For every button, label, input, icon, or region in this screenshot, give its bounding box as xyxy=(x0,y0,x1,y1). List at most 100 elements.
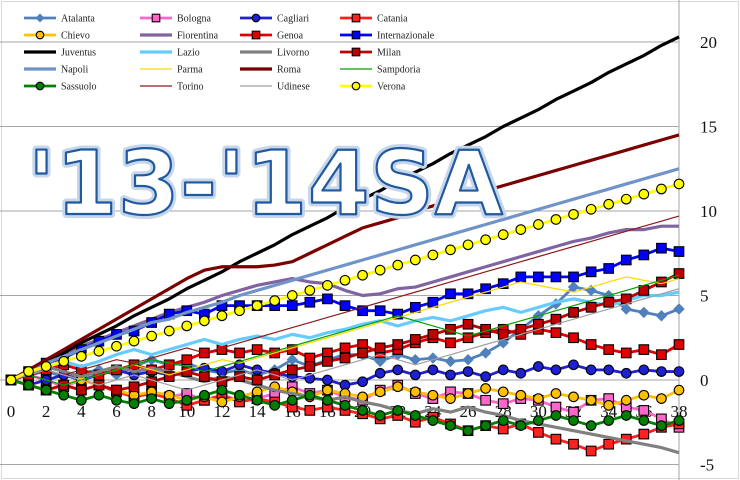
data-point-internazionale xyxy=(304,296,316,308)
data-point-sassuolo xyxy=(568,415,579,426)
data-point-verona xyxy=(550,214,562,225)
data-point-cagliari xyxy=(497,364,509,376)
x-tick-label: 6 xyxy=(112,402,121,421)
data-point-genoa xyxy=(585,339,597,350)
data-point-milan xyxy=(146,376,157,388)
data-point-sassuolo xyxy=(638,415,650,426)
data-point-chievo xyxy=(427,389,439,401)
data-point-milan xyxy=(339,352,351,364)
data-point-sassuolo xyxy=(93,389,105,401)
data-point-verona xyxy=(322,280,333,291)
y-tick-label: 10 xyxy=(700,202,717,221)
data-point-cagliari xyxy=(515,367,527,379)
x-tick-label: 30 xyxy=(530,402,547,421)
data-point-sassuolo xyxy=(234,389,245,401)
data-point-milan xyxy=(656,276,667,288)
data-point-cagliari xyxy=(445,369,456,381)
data-point-sassuolo xyxy=(269,400,281,411)
data-point-internazionale xyxy=(374,305,386,317)
data-point-verona xyxy=(75,350,87,362)
x-tick-label: 14 xyxy=(249,402,267,421)
data-point-genoa xyxy=(462,332,474,344)
data-point-chievo xyxy=(515,389,527,401)
legend-label: Catania xyxy=(377,14,408,25)
data-point-verona xyxy=(533,219,544,230)
data-point-atalanta xyxy=(673,303,685,315)
data-point-sassuolo xyxy=(216,384,228,396)
data-point-verona xyxy=(603,198,615,210)
data-point-genoa xyxy=(656,349,667,361)
data-point-chievo xyxy=(497,386,509,398)
legend-label: Cagliari xyxy=(277,14,309,25)
legend-swatch-marker xyxy=(251,30,261,40)
data-point-verona xyxy=(480,234,491,246)
data-point-catania xyxy=(533,427,544,438)
data-point-verona xyxy=(58,356,70,367)
data-point-verona xyxy=(216,310,228,322)
data-point-cagliari xyxy=(656,366,667,377)
legend-item-internazionale: Internazionale xyxy=(340,31,435,42)
data-point-internazionale xyxy=(533,271,544,283)
data-point-sassuolo xyxy=(409,410,421,421)
data-point-verona xyxy=(93,345,105,357)
data-point-sassuolo xyxy=(146,393,157,404)
data-point-bologna xyxy=(480,394,491,406)
series-line-fiorentina xyxy=(10,224,679,382)
data-point-atalanta xyxy=(462,354,474,366)
data-point-sassuolo xyxy=(497,415,509,426)
data-point-cagliari xyxy=(480,371,491,382)
data-point-verona xyxy=(40,361,52,372)
data-point-milan xyxy=(550,313,562,325)
data-point-internazionale xyxy=(427,296,439,308)
legend-label: Bologna xyxy=(177,14,211,25)
data-point-internazionale xyxy=(603,263,615,274)
data-point-milan xyxy=(568,307,579,318)
series-torino xyxy=(10,215,680,381)
data-point-milan xyxy=(357,347,368,359)
data-point-milan xyxy=(673,268,685,279)
data-point-milan xyxy=(480,323,491,335)
data-point-verona xyxy=(163,325,175,337)
data-point-cagliari xyxy=(357,376,368,388)
data-point-milan xyxy=(585,301,597,313)
data-point-verona xyxy=(128,335,140,347)
series-juventus xyxy=(10,35,680,382)
data-point-sassuolo xyxy=(673,415,685,426)
data-point-chievo xyxy=(550,388,562,399)
legend-label: Roma xyxy=(277,65,301,76)
data-point-catania xyxy=(550,433,562,445)
data-point-sassuolo xyxy=(322,394,333,406)
y-tick-label: 20 xyxy=(700,33,717,52)
data-point-verona xyxy=(392,259,404,271)
data-point-sassuolo xyxy=(620,410,632,421)
data-point-sassuolo xyxy=(58,389,70,401)
legend-label: Udinese xyxy=(277,82,310,93)
data-point-milan xyxy=(445,323,456,335)
data-point-internazionale xyxy=(339,300,351,311)
series-line-roma xyxy=(10,133,680,382)
series-line-napoli xyxy=(10,167,680,382)
data-point-sassuolo xyxy=(603,415,615,426)
data-point-verona xyxy=(585,203,597,215)
data-point-verona xyxy=(111,340,122,352)
data-point-verona xyxy=(181,320,193,332)
legend-label: Juventus xyxy=(61,48,96,59)
data-point-verona xyxy=(234,305,245,317)
data-point-milan xyxy=(497,329,509,340)
data-point-sassuolo xyxy=(427,415,439,426)
data-point-sassuolo xyxy=(286,394,298,406)
series-line-lazio xyxy=(10,290,680,382)
data-point-sassuolo xyxy=(585,420,597,431)
data-point-milan xyxy=(286,364,298,376)
data-point-internazionale xyxy=(480,283,491,295)
legend-swatch-marker xyxy=(351,30,361,40)
data-point-internazionale xyxy=(392,308,404,320)
data-point-sassuolo xyxy=(533,415,544,426)
legend-label: Verona xyxy=(377,82,406,93)
chart-title: '13-'14SA xyxy=(28,132,504,235)
data-point-sassuolo xyxy=(480,420,491,431)
data-point-sassuolo xyxy=(515,420,527,431)
data-point-catania xyxy=(638,428,650,440)
data-point-milan xyxy=(374,342,386,354)
data-point-sassuolo xyxy=(163,398,175,410)
